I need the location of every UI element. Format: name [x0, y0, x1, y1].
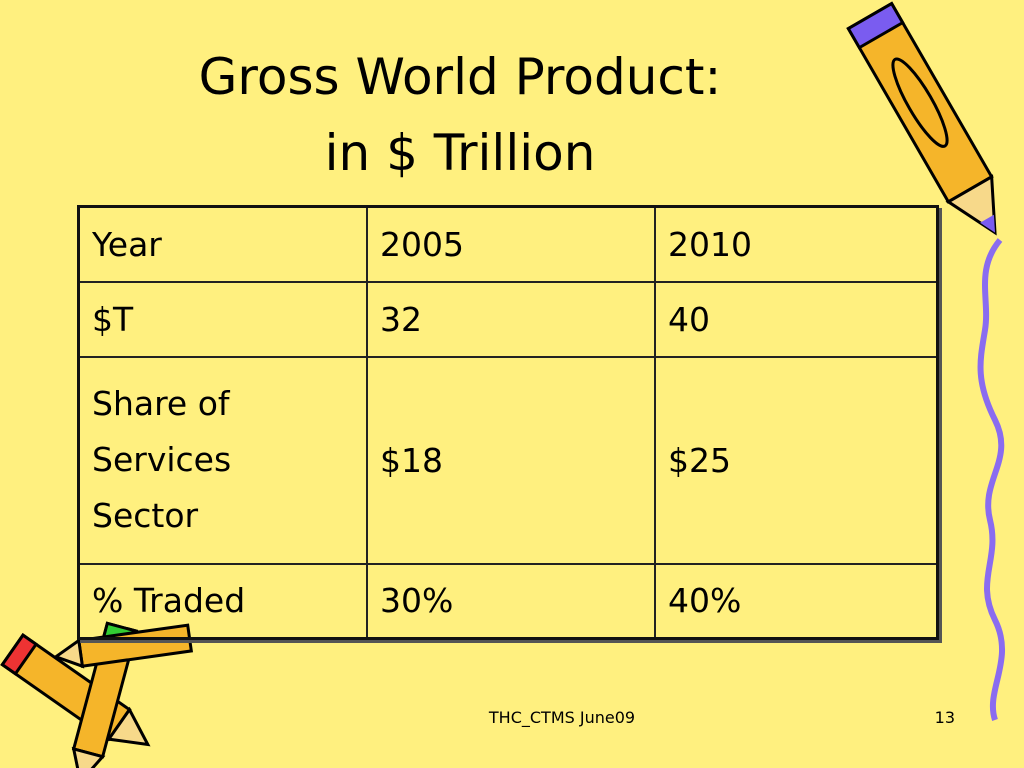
- cell-line: Sector: [92, 496, 199, 535]
- row: Share of Services Sector $18 $25: [77, 355, 939, 565]
- cell: Year: [77, 205, 368, 283]
- cell: 40: [654, 280, 939, 358]
- row: Year 2005 2010: [77, 205, 939, 283]
- row: $T 32 40: [77, 280, 939, 358]
- cell: Share of Services Sector: [77, 355, 368, 565]
- cell: $25: [654, 355, 939, 565]
- cell: 2010: [654, 205, 939, 283]
- data-table: Year 2005 2010 $T 32 40 Share of Service…: [77, 205, 939, 640]
- cell: 40%: [654, 562, 939, 640]
- cell-line: Share of: [92, 384, 230, 423]
- page-number: 13: [934, 708, 955, 727]
- footer-text: THC_CTMS June09: [488, 708, 636, 727]
- cell: % Traded: [77, 562, 368, 640]
- cell: $18: [366, 355, 656, 565]
- cell: 30%: [366, 562, 656, 640]
- cell: $T: [77, 280, 368, 358]
- title-line: in $ Trillion: [324, 124, 596, 182]
- squiggle: [977, 238, 1006, 721]
- cell: 2005: [366, 205, 656, 283]
- cell-line: Services: [92, 440, 232, 479]
- pencil-top: [846, 1, 997, 236]
- title-line: Gross World Product:: [198, 48, 722, 106]
- cell: 32: [366, 280, 656, 358]
- row: % Traded 30% 40%: [77, 562, 939, 640]
